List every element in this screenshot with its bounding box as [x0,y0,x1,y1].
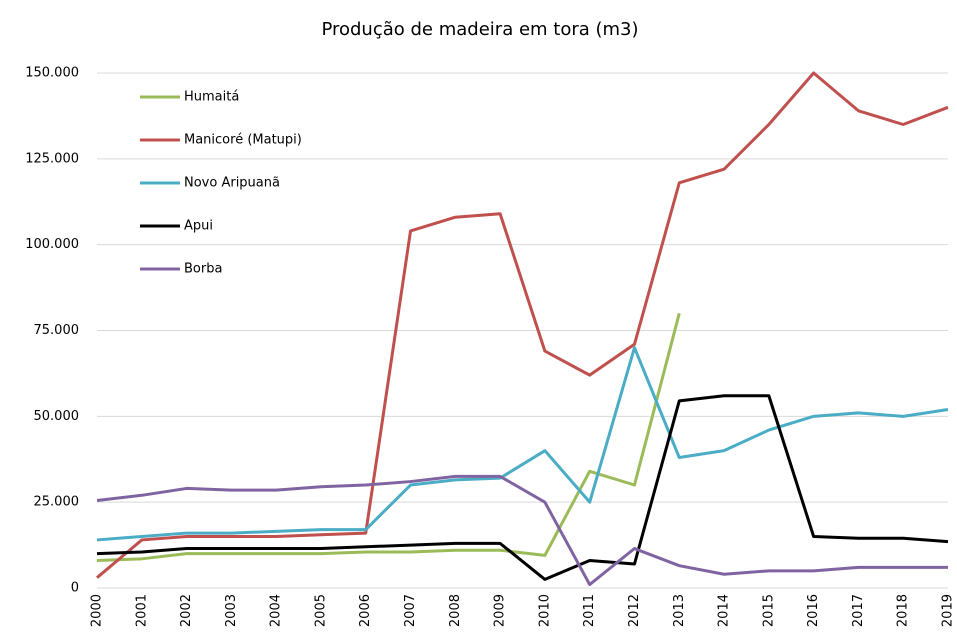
series-line [96,312,681,563]
x-tick-label: 2003 [224,594,239,627]
x-tick-label: 2017 [851,594,866,627]
x-tick-label: 2016 [806,594,821,627]
x-tick-label: 2000 [90,594,105,627]
x-tick-label: 2002 [179,594,194,627]
legend-label: Borba [184,262,222,277]
x-tick-label: 2013 [672,594,687,627]
x-tick-label: 2018 [896,594,911,627]
x-tick-label: 2014 [717,594,732,627]
chart-title: Produção de madeira em tora (m3) [321,19,638,40]
series-line [96,394,949,581]
legend-label: Apui [184,219,213,234]
x-tick-label: 2009 [493,594,508,627]
x-tick-label: 2007 [403,594,418,627]
legend-label: Novo Aripuanã [184,176,280,191]
legend-label: Humaitá [184,90,239,105]
y-tick-label: 25.000 [34,495,80,510]
y-tick-label: 150.000 [25,66,79,81]
legend-label: Manicoré (Matupi) [184,133,302,148]
y-tick-label: 125.000 [25,151,79,166]
series-line [96,71,949,579]
x-tick-label: 2008 [448,594,463,627]
x-tick-label: 2010 [537,594,552,627]
y-tick-label: 0 [71,581,79,596]
x-tick-label: 2012 [627,594,642,627]
x-tick-label: 2004 [269,594,284,627]
x-tick-label: 2005 [313,594,328,627]
x-tick-label: 2006 [358,594,373,627]
y-tick-label: 50.000 [34,409,80,424]
x-tick-label: 2015 [761,594,776,627]
series-line [96,474,948,587]
y-tick-label: 100.000 [25,237,79,252]
y-tick-label: 75.000 [34,323,80,338]
x-tick-label: 2019 [941,594,956,627]
x-tick-label: 2001 [134,594,149,627]
series-line [96,346,949,542]
x-tick-label: 2011 [582,594,597,627]
